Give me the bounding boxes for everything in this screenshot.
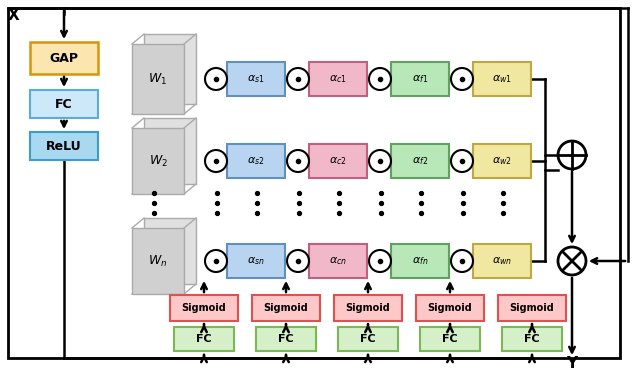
Text: $\alpha_{c1}$: $\alpha_{c1}$: [329, 73, 347, 85]
FancyBboxPatch shape: [170, 295, 238, 321]
FancyBboxPatch shape: [473, 244, 531, 278]
FancyBboxPatch shape: [227, 62, 285, 96]
Text: Sigmoid: Sigmoid: [182, 303, 227, 313]
FancyBboxPatch shape: [334, 295, 402, 321]
FancyBboxPatch shape: [256, 327, 316, 351]
Text: $\alpha_{sn}$: $\alpha_{sn}$: [247, 255, 265, 267]
Text: $W_n$: $W_n$: [148, 253, 168, 269]
Text: ReLU: ReLU: [46, 140, 82, 153]
Text: FC: FC: [55, 97, 73, 110]
Text: Sigmoid: Sigmoid: [509, 303, 554, 313]
Text: FC: FC: [196, 334, 212, 344]
FancyBboxPatch shape: [144, 34, 196, 104]
FancyBboxPatch shape: [473, 144, 531, 178]
FancyBboxPatch shape: [498, 295, 566, 321]
Text: $\alpha_{s2}$: $\alpha_{s2}$: [247, 155, 265, 167]
Text: $\alpha_{wn}$: $\alpha_{wn}$: [492, 255, 512, 267]
FancyBboxPatch shape: [174, 327, 234, 351]
Text: FC: FC: [442, 334, 458, 344]
Text: FC: FC: [278, 334, 294, 344]
Text: GAP: GAP: [49, 51, 79, 64]
FancyBboxPatch shape: [338, 327, 398, 351]
FancyBboxPatch shape: [420, 327, 480, 351]
Text: $W_2$: $W_2$: [148, 153, 168, 169]
FancyBboxPatch shape: [391, 144, 449, 178]
Text: $W_1$: $W_1$: [148, 71, 168, 87]
FancyBboxPatch shape: [30, 132, 98, 160]
Text: Sigmoid: Sigmoid: [264, 303, 308, 313]
FancyBboxPatch shape: [391, 244, 449, 278]
Text: $\alpha_{w1}$: $\alpha_{w1}$: [492, 73, 512, 85]
FancyBboxPatch shape: [309, 144, 367, 178]
Text: Sigmoid: Sigmoid: [428, 303, 472, 313]
Text: $\alpha_{c2}$: $\alpha_{c2}$: [329, 155, 347, 167]
Text: $\alpha_{f2}$: $\alpha_{f2}$: [412, 155, 428, 167]
FancyBboxPatch shape: [144, 218, 196, 284]
FancyBboxPatch shape: [132, 228, 184, 294]
FancyBboxPatch shape: [309, 62, 367, 96]
Text: $\alpha_{cn}$: $\alpha_{cn}$: [329, 255, 347, 267]
FancyBboxPatch shape: [391, 62, 449, 96]
FancyBboxPatch shape: [502, 327, 562, 351]
Text: $\alpha_{w2}$: $\alpha_{w2}$: [492, 155, 512, 167]
FancyBboxPatch shape: [227, 144, 285, 178]
Text: FC: FC: [524, 334, 540, 344]
FancyBboxPatch shape: [416, 295, 484, 321]
FancyBboxPatch shape: [227, 244, 285, 278]
Text: $\alpha_{s1}$: $\alpha_{s1}$: [247, 73, 265, 85]
Text: FC: FC: [360, 334, 376, 344]
FancyBboxPatch shape: [309, 244, 367, 278]
Text: Y: Y: [566, 356, 577, 372]
FancyBboxPatch shape: [132, 44, 184, 114]
FancyBboxPatch shape: [252, 295, 320, 321]
Text: Sigmoid: Sigmoid: [346, 303, 390, 313]
FancyBboxPatch shape: [132, 128, 184, 194]
Text: $\alpha_{fn}$: $\alpha_{fn}$: [412, 255, 428, 267]
FancyBboxPatch shape: [473, 62, 531, 96]
Text: X: X: [8, 9, 20, 23]
Text: $\alpha_{f1}$: $\alpha_{f1}$: [412, 73, 428, 85]
FancyBboxPatch shape: [30, 42, 98, 74]
FancyBboxPatch shape: [144, 118, 196, 184]
FancyBboxPatch shape: [30, 90, 98, 118]
